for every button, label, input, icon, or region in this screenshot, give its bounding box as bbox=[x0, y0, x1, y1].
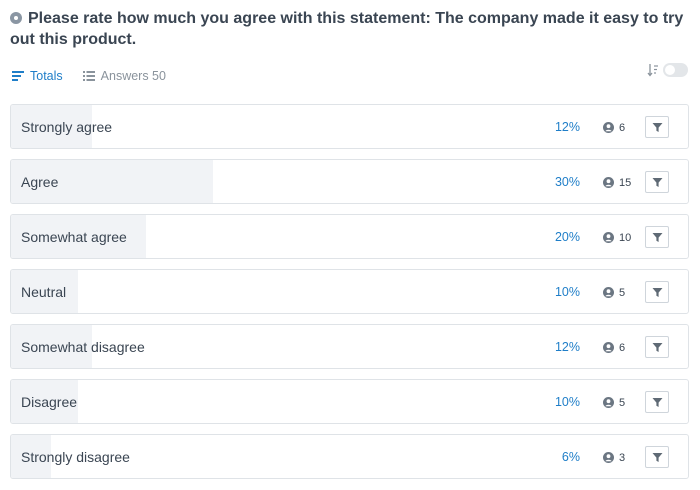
tab-totals[interactable]: Totals bbox=[12, 69, 63, 83]
answer-count-value: 3 bbox=[619, 451, 626, 464]
answer-share-bar bbox=[11, 435, 51, 478]
answer-share-bar bbox=[11, 160, 213, 203]
person-icon bbox=[603, 122, 614, 133]
answer-share-bar bbox=[11, 215, 146, 258]
answer-count-value: 6 bbox=[619, 341, 626, 354]
circle-dot-icon bbox=[10, 12, 22, 24]
filter-button[interactable] bbox=[645, 171, 669, 193]
filter-button[interactable] bbox=[645, 226, 669, 248]
answer-percent: 30% bbox=[554, 175, 580, 189]
answer-row: Somewhat agree 20% 10 bbox=[10, 214, 689, 259]
answer-row: Agree 30% 15 bbox=[10, 159, 689, 204]
answer-count: 5 bbox=[603, 380, 626, 423]
answer-percent: 10% bbox=[554, 285, 580, 299]
view-tabs: Totals Answers 50 bbox=[12, 67, 186, 85]
answer-percent: 10% bbox=[554, 395, 580, 409]
list-icon bbox=[82, 71, 95, 81]
answer-label: Strongly disagree bbox=[21, 449, 130, 465]
sort-toggle[interactable] bbox=[663, 63, 688, 77]
tab-answers[interactable]: Answers 50 bbox=[82, 69, 166, 83]
tab-answers-label: Answers 50 bbox=[100, 69, 166, 83]
answer-count: 3 bbox=[603, 435, 626, 478]
filter-button[interactable] bbox=[645, 281, 669, 303]
answer-label: Somewhat disagree bbox=[21, 339, 145, 355]
person-icon bbox=[603, 342, 614, 353]
person-icon bbox=[603, 397, 614, 408]
filter-icon bbox=[652, 287, 662, 297]
answer-row: Strongly agree 12% 6 bbox=[10, 104, 689, 149]
filter-icon bbox=[652, 342, 662, 352]
filter-icon bbox=[652, 122, 662, 132]
person-icon bbox=[603, 452, 614, 463]
answer-share-bar bbox=[11, 270, 78, 313]
question-text: Please rate how much you agree with this… bbox=[10, 10, 684, 48]
answer-label: Somewhat agree bbox=[21, 229, 127, 245]
answer-label: Agree bbox=[21, 174, 59, 190]
tab-totals-label: Totals bbox=[30, 69, 63, 83]
answer-count-value: 6 bbox=[619, 121, 626, 134]
filter-button[interactable] bbox=[645, 116, 669, 138]
filter-button[interactable] bbox=[645, 446, 669, 468]
filter-button[interactable] bbox=[645, 391, 669, 413]
filter-button[interactable] bbox=[645, 336, 669, 358]
answer-label: Neutral bbox=[21, 284, 67, 300]
answer-count-value: 10 bbox=[619, 231, 632, 244]
filter-icon bbox=[652, 452, 662, 462]
person-icon bbox=[603, 177, 614, 188]
sort-control bbox=[647, 63, 688, 77]
answer-count-value: 5 bbox=[619, 286, 626, 299]
sort-icon[interactable] bbox=[647, 63, 659, 77]
answer-row: Neutral 10% 5 bbox=[10, 269, 689, 314]
answer-percent: 12% bbox=[554, 340, 580, 354]
answer-percent: 20% bbox=[554, 230, 580, 244]
answer-rows: Strongly agree 12% 6 Agree 30% 15 bbox=[10, 104, 689, 489]
answer-row: Somewhat disagree 12% 6 bbox=[10, 324, 689, 369]
answer-percent: 12% bbox=[554, 120, 580, 134]
answer-share-bar bbox=[11, 325, 92, 368]
answer-label: Disagree bbox=[21, 394, 78, 410]
answer-share-bar bbox=[11, 380, 78, 423]
answer-count: 15 bbox=[603, 160, 632, 203]
answer-count: 6 bbox=[603, 105, 626, 148]
answer-count: 10 bbox=[603, 215, 632, 258]
bars-icon bbox=[12, 71, 24, 81]
answer-row: Disagree 10% 5 bbox=[10, 379, 689, 424]
person-icon bbox=[603, 232, 614, 243]
answer-label: Strongly agree bbox=[21, 119, 113, 135]
answer-percent: 6% bbox=[561, 450, 580, 464]
answer-row: Strongly disagree 6% 3 bbox=[10, 434, 689, 479]
answer-count: 6 bbox=[603, 325, 626, 368]
person-icon bbox=[603, 287, 614, 298]
answer-count-value: 15 bbox=[619, 176, 632, 189]
filter-icon bbox=[652, 397, 662, 407]
filter-icon bbox=[652, 177, 662, 187]
answer-count-value: 5 bbox=[619, 396, 626, 409]
answer-share-bar bbox=[11, 105, 92, 148]
filter-icon bbox=[652, 232, 662, 242]
question-title: Please rate how much you agree with this… bbox=[10, 8, 690, 50]
toggle-knob bbox=[665, 65, 675, 75]
answer-count: 5 bbox=[603, 270, 626, 313]
